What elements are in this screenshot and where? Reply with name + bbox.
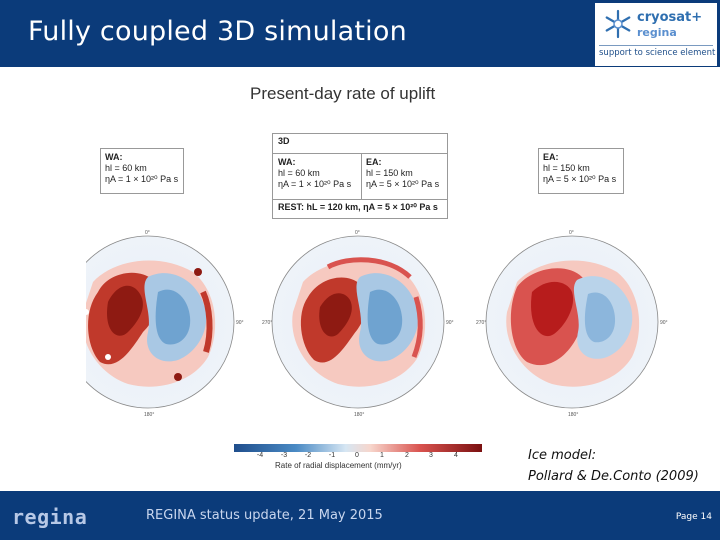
svg-text:90°: 90° [446, 320, 454, 326]
svg-text:270°: 270° [476, 320, 486, 326]
wa-parameter-box: WA: hl = 60 km ηA = 1 × 10²⁰ Pa s [100, 148, 184, 194]
logo-tagline: support to science element [599, 48, 716, 58]
colorbar-tick: -1 [328, 452, 336, 459]
ice-model-line1: Ice model: [528, 448, 596, 463]
footer-logo: regina [12, 505, 88, 529]
colorbar-tick: 2 [405, 452, 409, 459]
3d-wa-heading: WA: [278, 157, 296, 167]
colorbar [234, 444, 482, 452]
svg-text:180°: 180° [144, 412, 154, 418]
svg-text:270°: 270° [262, 320, 272, 326]
colorbar-tick: 0 [355, 452, 359, 459]
cryosat-logo: cryosat+ regina support to science eleme… [595, 3, 717, 66]
svg-text:0°: 0° [355, 230, 360, 236]
footer-text: REGINA status update, 21 May 2015 [146, 508, 383, 523]
svg-text:0°: 0° [145, 230, 150, 236]
3d-parameter-box: 3D WA: hl = 60 km ηA = 1 × 10²⁰ Pa s EA:… [272, 133, 448, 219]
svg-text:90°: 90° [236, 320, 244, 326]
ea-viscosity: ηA = 5 × 10²⁰ Pa s [543, 174, 617, 184]
3d-wa-lithosphere: hl = 60 km [278, 168, 320, 178]
colorbar-tick: -2 [304, 452, 312, 459]
slide-header: Fully coupled 3D simulation cryosat+ reg… [0, 0, 720, 67]
colorbar-tick: 4 [454, 452, 458, 459]
logo-divider [599, 45, 713, 46]
figure-title: Present-day rate of uplift [250, 84, 436, 103]
svg-text:90°: 90° [660, 320, 668, 326]
ea-heading: EA: [543, 152, 559, 162]
3d-wa-viscosity: ηA = 1 × 10²⁰ Pa s [278, 179, 352, 189]
svg-text:180°: 180° [568, 412, 578, 418]
colorbar-ticks: -4 -3 -2 -1 0 1 2 3 4 [234, 452, 482, 462]
colorbar-label: Rate of radial displacement (mm/yr) [275, 461, 402, 470]
page-number: Page 14 [675, 512, 712, 522]
snowflake-icon [605, 9, 631, 39]
ea-parameter-box: EA: hl = 150 km ηA = 5 × 10²⁰ Pa s [538, 148, 624, 194]
logo-sub: regina [637, 26, 677, 39]
wa-heading: WA: [105, 152, 123, 162]
svg-text:180°: 180° [354, 412, 364, 418]
colorbar-tick: -4 [256, 452, 264, 459]
colorbar-tick: -3 [280, 452, 288, 459]
uplift-maps: 0° 180° 270° 90° 0° 180° 270° 90° 0° 180° 270° 90… [86, 230, 668, 418]
map-ea: 0° 180° 270° 90° [476, 230, 668, 418]
ice-model-note: Ice model: Pollard & De.Conto (2009) [528, 445, 699, 487]
3d-ea-lithosphere: hl = 150 km [366, 168, 413, 178]
logo-name: cryosat+ [637, 10, 703, 25]
3d-ea-viscosity: ηA = 5 × 10²⁰ Pa s [366, 179, 440, 189]
slide-footer: regina REGINA status update, 21 May 2015… [0, 491, 720, 540]
3d-column-divider [361, 154, 362, 200]
slide-title: Fully coupled 3D simulation [28, 16, 407, 47]
ea-lithosphere: hl = 150 km [543, 163, 590, 173]
3d-ea-heading: EA: [366, 157, 382, 167]
wa-lithosphere: hl = 60 km [105, 163, 147, 173]
3d-rest: REST: hL = 120 km, ηA = 5 × 10²⁰ Pa s [278, 202, 438, 212]
map-3d: 0° 180° 270° 90° [262, 230, 454, 418]
wa-viscosity: ηA = 1 × 10²⁰ Pa s [105, 174, 179, 184]
map-wa: 0°180°270°90° [86, 230, 244, 418]
svg-text:0°: 0° [569, 230, 574, 236]
ice-model-line2: Pollard & De.Conto (2009) [528, 469, 699, 484]
3d-heading: 3D [278, 136, 290, 146]
colorbar-tick: 1 [380, 452, 384, 459]
colorbar-tick: 3 [429, 452, 433, 459]
